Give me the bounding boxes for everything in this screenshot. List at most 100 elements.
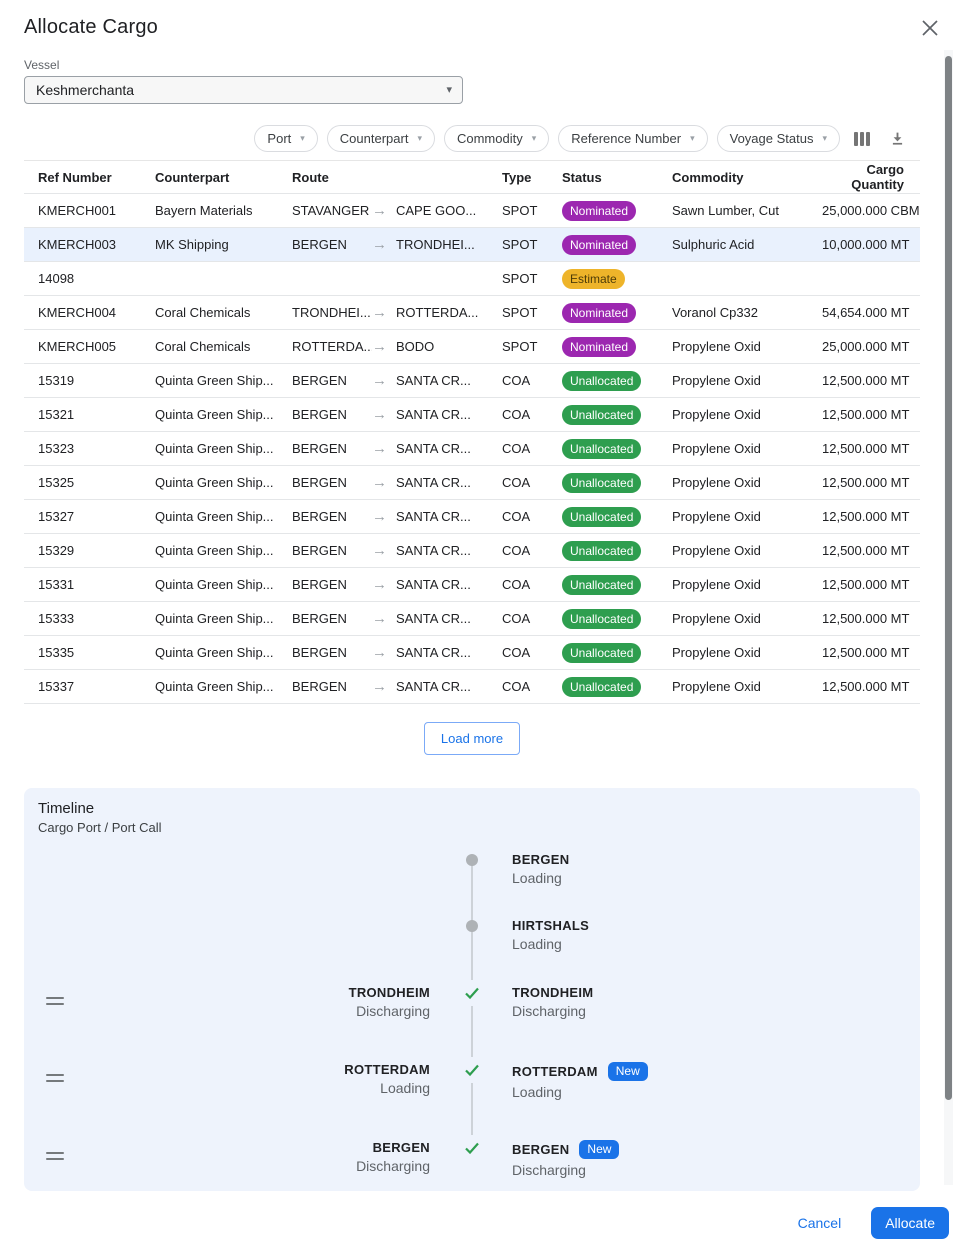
cancel-button[interactable]: Cancel xyxy=(790,1209,850,1237)
table-row[interactable]: KMERCH005 Coral Chemicals ROTTERDA... → … xyxy=(24,330,920,364)
vessel-select-value: Keshmerchanta xyxy=(36,82,135,98)
table-row[interactable]: 15331 Quinta Green Ship... BERGEN → SANT… xyxy=(24,568,920,602)
drag-handle-icon[interactable] xyxy=(46,1152,64,1160)
dot-icon xyxy=(466,854,478,866)
route-origin: TRONDHEI... xyxy=(292,305,371,320)
cell-status: Unallocated xyxy=(562,540,672,561)
cell-type: COA xyxy=(502,543,531,558)
cell-status: Nominated xyxy=(562,200,672,221)
cell-ref-number: 14098 xyxy=(38,271,75,286)
cell-ref-number: 15319 xyxy=(38,373,75,388)
cell-type: COA xyxy=(502,611,531,626)
table-row[interactable]: KMERCH003 MK Shipping BERGEN → TRONDHEI.… xyxy=(24,228,920,262)
arrow-right-icon: → xyxy=(372,508,387,525)
route-destination: SANTA CR... xyxy=(396,373,471,388)
timeline-stop-left: TRONDHEIM Discharging xyxy=(348,985,430,1019)
cell-cargo-quantity: 12,500.000 MT xyxy=(822,611,910,626)
cell-cargo-quantity: 12,500.000 MT xyxy=(822,543,910,558)
filter-chip-voyage-status[interactable]: Voyage Status ▾ xyxy=(716,125,840,152)
drag-handle-icon[interactable] xyxy=(46,997,64,1005)
cell-commodity: Propylene Oxid xyxy=(672,543,761,558)
scrollbar-track[interactable] xyxy=(944,50,953,1185)
new-badge: New xyxy=(579,1140,620,1159)
chevron-down-icon: ▾ xyxy=(531,133,537,143)
status-badge: Nominated xyxy=(562,336,637,357)
filter-chip-commodity[interactable]: Commodity ▾ xyxy=(443,125,550,152)
table-row[interactable]: 15329 Quinta Green Ship... BERGEN → SANT… xyxy=(24,534,920,568)
cell-commodity: Propylene Oxid xyxy=(672,611,761,626)
table-row[interactable]: 15319 Quinta Green Ship... BERGEN → SANT… xyxy=(24,364,920,398)
cell-counterpart: Quinta Green Ship... xyxy=(155,441,274,456)
columns-icon[interactable] xyxy=(849,126,875,152)
cell-commodity: Propylene Oxid xyxy=(672,339,761,354)
cell-status: Estimate xyxy=(562,268,672,289)
drag-handle-icon[interactable] xyxy=(46,1074,64,1082)
table-row[interactable]: 15321 Quinta Green Ship... BERGEN → SANT… xyxy=(24,398,920,432)
cell-ref-number: 15333 xyxy=(38,611,75,626)
status-badge: Unallocated xyxy=(562,574,642,595)
cell-type: SPOT xyxy=(502,203,538,218)
route-destination: SANTA CR... xyxy=(396,407,471,422)
timeline-stop-left: BERGEN Discharging xyxy=(356,1140,430,1174)
filter-chip-port[interactable]: Port ▾ xyxy=(254,125,318,152)
route-origin: BERGEN xyxy=(292,679,347,694)
cell-ref-number: 15331 xyxy=(38,577,75,592)
route-origin: BERGEN xyxy=(292,577,347,592)
table-row[interactable]: 15325 Quinta Green Ship... BERGEN → SANT… xyxy=(24,466,920,500)
arrow-right-icon: → xyxy=(372,304,387,321)
route-origin: BERGEN xyxy=(292,475,347,490)
status-badge: Unallocated xyxy=(562,472,642,493)
scrollbar-thumb[interactable] xyxy=(945,56,952,1100)
cell-counterpart: Quinta Green Ship... xyxy=(155,645,274,660)
status-badge: Unallocated xyxy=(562,438,642,459)
timeline-stop-right: HIRTSHALS Loading xyxy=(512,918,590,952)
cell-ref-number: 15335 xyxy=(38,645,75,660)
status-badge: Unallocated xyxy=(562,642,642,663)
check-icon xyxy=(459,1135,485,1161)
route-origin: BERGEN xyxy=(292,645,347,660)
cell-ref-number: 15323 xyxy=(38,441,75,456)
status-badge: Unallocated xyxy=(562,540,642,561)
cell-ref-number: 15321 xyxy=(38,407,75,422)
dot-icon xyxy=(466,920,478,932)
table-row[interactable]: KMERCH004 Coral Chemicals TRONDHEI... → … xyxy=(24,296,920,330)
cell-type: COA xyxy=(502,645,531,660)
table-row[interactable]: KMERCH001 Bayern Materials STAVANGER → C… xyxy=(24,194,920,228)
arrow-right-icon: → xyxy=(372,440,387,457)
cell-counterpart: Quinta Green Ship... xyxy=(155,543,274,558)
cell-cargo-quantity: 12,500.000 MT xyxy=(822,577,910,592)
table-row[interactable]: 14098 → SPOT Estimate xyxy=(24,262,920,296)
col-header-counterpart: Counterpart xyxy=(155,169,230,185)
filter-chip-reference-number[interactable]: Reference Number ▾ xyxy=(558,125,708,152)
table-row[interactable]: 15333 Quinta Green Ship... BERGEN → SANT… xyxy=(24,602,920,636)
arrow-right-icon: → xyxy=(372,406,387,423)
table-row[interactable]: 15337 Quinta Green Ship... BERGEN → SANT… xyxy=(24,670,920,704)
status-badge: Unallocated xyxy=(562,608,642,629)
cell-commodity: Propylene Oxid xyxy=(672,475,761,490)
filter-chip-counterpart[interactable]: Counterpart ▾ xyxy=(326,125,435,152)
chevron-down-icon: ▾ xyxy=(446,83,452,96)
dialog-header: Allocate Cargo xyxy=(0,0,959,39)
timeline-title: Timeline xyxy=(38,800,95,817)
close-icon[interactable] xyxy=(919,17,941,39)
cell-commodity: Propylene Oxid xyxy=(672,577,761,592)
table-row[interactable]: 15335 Quinta Green Ship... BERGEN → SANT… xyxy=(24,636,920,670)
cell-commodity: Voranol Cp332 xyxy=(672,305,759,320)
cell-cargo-quantity: 12,500.000 MT xyxy=(822,407,910,422)
cell-type: SPOT xyxy=(502,305,538,320)
vessel-select[interactable]: Keshmerchanta ▾ xyxy=(24,76,463,104)
route-origin: ROTTERDA... xyxy=(292,339,372,354)
table-row[interactable]: 15327 Quinta Green Ship... BERGEN → SANT… xyxy=(24,500,920,534)
table-row[interactable]: 15323 Quinta Green Ship... BERGEN → SANT… xyxy=(24,432,920,466)
cell-type: SPOT xyxy=(502,237,538,252)
cell-counterpart: Bayern Materials xyxy=(155,203,253,218)
cell-type: COA xyxy=(502,509,531,524)
cell-ref-number: KMERCH004 xyxy=(38,305,117,320)
download-icon[interactable] xyxy=(884,126,910,152)
cell-status: Unallocated xyxy=(562,370,672,391)
cell-ref-number: KMERCH003 xyxy=(38,237,117,252)
load-more-button[interactable]: Load more xyxy=(423,722,521,755)
timeline-stop-right: BERGEN Loading xyxy=(512,852,570,886)
cell-status: Nominated xyxy=(562,234,672,255)
allocate-button[interactable]: Allocate xyxy=(871,1207,949,1239)
